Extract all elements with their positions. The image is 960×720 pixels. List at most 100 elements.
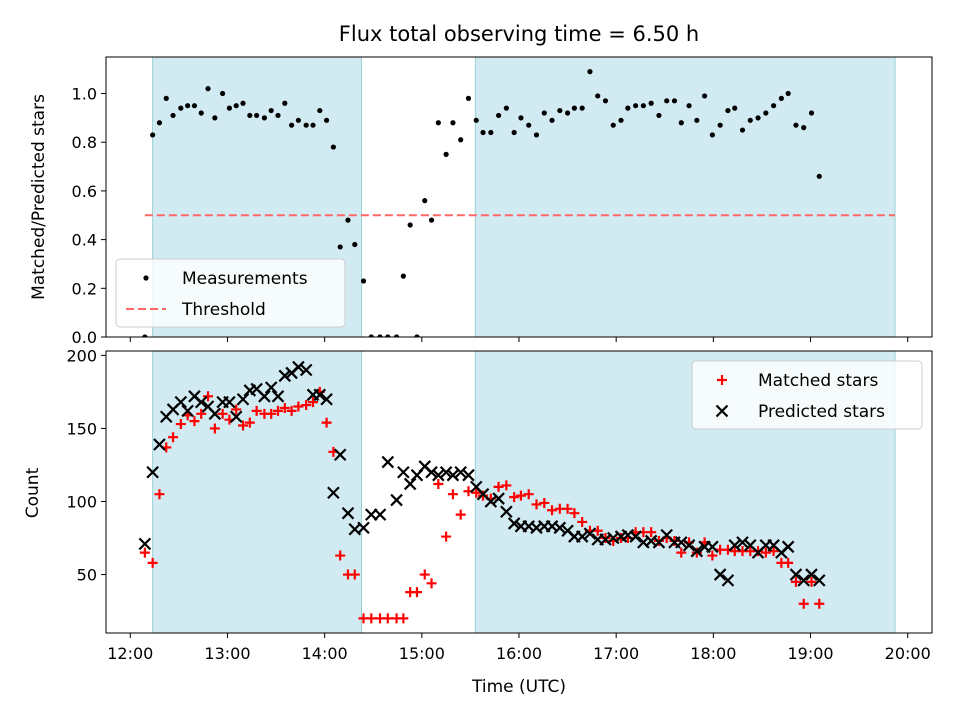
matched-star-point [293, 401, 304, 412]
matched-star-point [382, 613, 393, 624]
predicted-star-point [425, 465, 438, 479]
predicted-star-point [462, 468, 475, 482]
matched-star-point [349, 569, 360, 580]
measurement-point [178, 105, 184, 111]
matched-star-point [231, 404, 242, 415]
measurement-point [709, 132, 715, 138]
matched-star-point [447, 489, 458, 500]
measurement-point [345, 217, 351, 223]
predicted-star-point [812, 574, 826, 587]
measurement-point [739, 127, 746, 133]
measurement-point [587, 69, 593, 75]
measurement-point [233, 103, 239, 109]
predicted-star-point [500, 505, 513, 519]
top-panel: 0.0 0.2 0.4 0.6 0.8 1.0 Measurements Threshold [72, 56, 933, 347]
predicted-star-point [174, 395, 188, 409]
measurement-point [664, 98, 670, 104]
matched-star-point [286, 405, 297, 416]
measurement-point [495, 112, 502, 119]
y-tick-label: 0.2 [72, 279, 97, 298]
measurement-point [450, 120, 456, 126]
predicted-star-point [728, 539, 742, 552]
predicted-star-point [583, 527, 597, 540]
predicted-star-point [713, 568, 727, 581]
measurement-point [564, 110, 571, 116]
matched-star-point [493, 481, 504, 492]
matched-star-point [509, 492, 520, 503]
measurement-point [678, 120, 684, 126]
predicted-star-point [292, 360, 305, 374]
measurement-point [393, 334, 400, 337]
observing-window-shade [152, 350, 362, 634]
matched-star-point [501, 480, 512, 491]
y-tick-label: 0.0 [72, 328, 97, 347]
x-axis-title: Time (UTC) [471, 677, 566, 697]
matched-star-point [531, 499, 542, 510]
predicted-star-point [194, 395, 208, 409]
y-tick-label: 100 [66, 492, 97, 511]
measurement-point [465, 95, 472, 101]
measurement-point [747, 117, 753, 123]
predicted-star-point [484, 495, 498, 508]
predicted-star-point [138, 537, 152, 551]
measurement-point [377, 334, 383, 337]
y-tick-label: 200 [66, 346, 97, 365]
measurement-point [226, 105, 233, 111]
measurement-point [618, 117, 624, 123]
x-tick-label: 17:00 [593, 644, 639, 663]
x-tick-label: 19:00 [787, 644, 833, 663]
legend: Measurements Threshold [115, 258, 346, 328]
measurement-point [656, 112, 662, 119]
matched-star-point [238, 420, 249, 431]
measurement-point [360, 278, 367, 284]
matched-star-point [760, 547, 771, 558]
matched-star-point [426, 578, 437, 589]
y-tick-label: 50 [77, 566, 97, 585]
predicted-star-point [223, 395, 236, 409]
predicted-star-point [313, 388, 327, 402]
measurement-point [163, 95, 169, 101]
matched-star-point [175, 419, 186, 430]
measurement-point [640, 103, 646, 109]
measurement-point [602, 98, 609, 104]
measurement-point [793, 122, 799, 128]
matched-star-point [273, 405, 284, 416]
matched-star-point [266, 408, 277, 419]
matched-star-point [154, 489, 165, 500]
matched-star-point [783, 557, 794, 568]
matched-star-point [562, 503, 573, 514]
measurement-point [732, 105, 738, 111]
measurement-point [694, 117, 700, 123]
y-tick-label: 0.8 [72, 133, 97, 152]
measurement-point [400, 273, 406, 279]
matched-star-point [168, 432, 179, 443]
predicted-star-point [781, 540, 795, 554]
predicted-star-point [432, 468, 445, 482]
chart-title: Flux total observing time = 6.50 h [339, 22, 699, 46]
matched-star-point [244, 417, 255, 428]
measurement-point [755, 115, 761, 121]
predicted-star-point [341, 506, 355, 520]
legend-label: Matched stars [758, 371, 878, 391]
measurement-point [785, 90, 791, 97]
legend-box [115, 258, 346, 328]
predicted-star-point [299, 363, 313, 377]
bottom-panel: 50 100 150 200 12:00 13:00 14:00 15:00 16:00 17:0… [66, 346, 933, 663]
matched-star-point [335, 550, 346, 561]
predicted-star-point [146, 465, 159, 479]
predicted-star-point [390, 493, 403, 507]
measurement-point [511, 129, 517, 136]
predicted-star-point [805, 568, 818, 581]
predicted-star-point [320, 392, 333, 406]
measurement-point [261, 115, 267, 121]
predicted-star-point [789, 568, 803, 581]
measurement-point [717, 122, 723, 128]
measurement-point [816, 173, 822, 179]
predicted-star-point [797, 574, 811, 587]
legend-marker [143, 275, 149, 281]
predicted-star-point [736, 536, 749, 549]
predicted-star-point [278, 369, 292, 383]
legend: Matched stars Predicted stars [691, 360, 923, 430]
measurement-point [212, 115, 218, 121]
measurement-point [610, 122, 616, 128]
